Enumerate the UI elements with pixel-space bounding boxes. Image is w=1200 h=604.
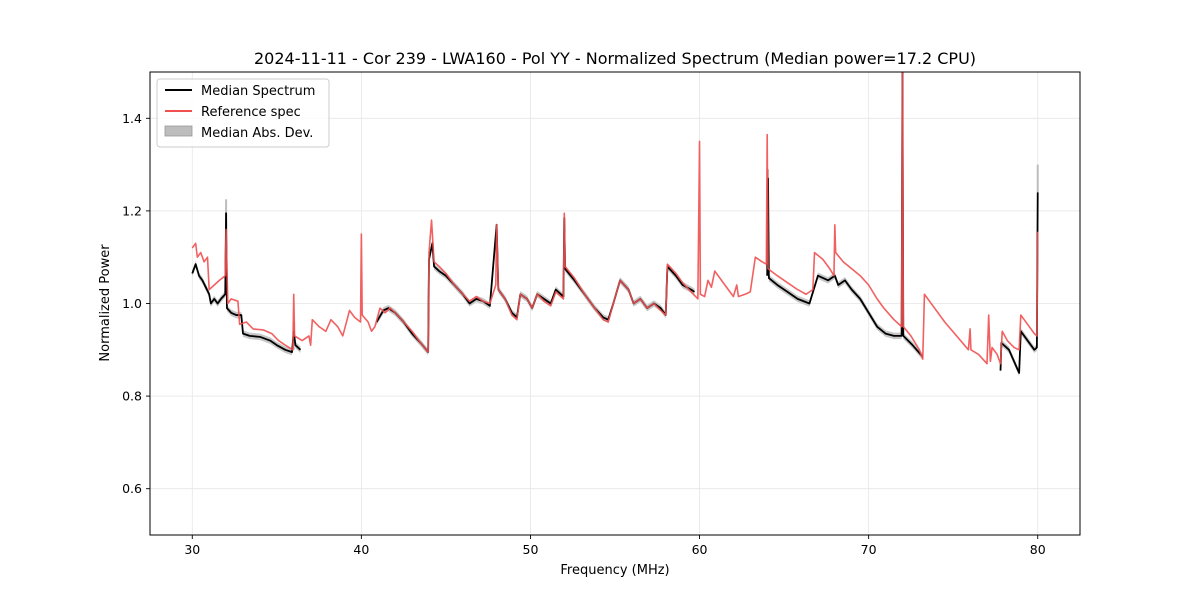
x-tick-label: 40 <box>353 542 369 557</box>
legend-mad-swatch <box>164 125 193 137</box>
y-axis-label: Normalized Power <box>98 244 113 362</box>
x-axis-label: Frequency (MHz) <box>560 563 669 578</box>
plot-area <box>191 72 1039 377</box>
chart-title: 2024-11-11 - Cor 239 - LWA160 - Pol YY -… <box>254 49 976 68</box>
legend-median-label: Median Spectrum <box>201 84 315 99</box>
y-tick-label: 1.4 <box>122 111 142 126</box>
legend-reference-label: Reference spec <box>201 105 301 120</box>
x-tick-label: 80 <box>1030 542 1046 557</box>
y-tick-label: 0.8 <box>122 389 142 404</box>
reference-spectrum-line <box>191 72 1039 365</box>
x-tick-label: 60 <box>692 542 708 557</box>
legend-box <box>156 78 330 148</box>
y-tick-label: 0.6 <box>122 481 142 496</box>
x-tick-label: 70 <box>861 542 877 557</box>
x-tick-label: 50 <box>523 542 539 557</box>
legend-mad-label: Median Abs. Dev. <box>201 126 313 141</box>
y-tick-label: 1.0 <box>122 296 142 311</box>
y-axis-ticks: 0.6 0.8 1.0 1.2 1.4 <box>122 111 150 496</box>
y-tick-label: 1.2 <box>122 203 142 218</box>
legend: Median Spectrum Reference spec Median Ab… <box>156 78 330 148</box>
x-tick-label: 30 <box>184 542 200 557</box>
x-axis-ticks: 30 40 50 60 70 80 <box>184 535 1046 557</box>
median-spectrum-line <box>191 212 302 354</box>
